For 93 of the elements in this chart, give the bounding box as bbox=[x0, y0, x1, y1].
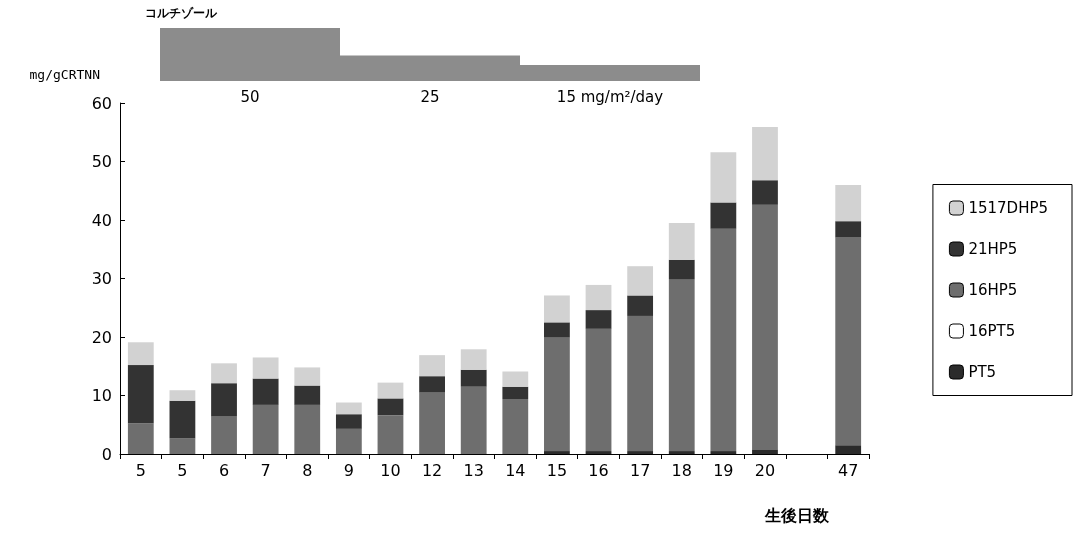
x-tick-label: 18 bbox=[671, 460, 692, 480]
bar bbox=[544, 322, 570, 338]
x-tick-label: 7 bbox=[260, 460, 271, 480]
bar bbox=[835, 445, 862, 454]
bar bbox=[335, 402, 362, 415]
bar bbox=[211, 416, 237, 454]
bar bbox=[460, 349, 487, 370]
bar bbox=[335, 428, 362, 454]
bar bbox=[835, 184, 862, 222]
x-tick-label: 13 bbox=[463, 460, 484, 480]
bar bbox=[585, 284, 612, 311]
bar bbox=[752, 449, 778, 454]
bar bbox=[127, 365, 154, 424]
bar bbox=[668, 279, 695, 452]
bar bbox=[668, 451, 695, 454]
y-tick-label: 50 bbox=[91, 152, 112, 171]
x-tick-label: 19 bbox=[713, 460, 734, 480]
bar bbox=[294, 385, 321, 405]
bar bbox=[377, 398, 404, 416]
y-tick-label: 30 bbox=[91, 269, 112, 288]
x-tick-label: 8 bbox=[302, 460, 313, 480]
bar bbox=[169, 438, 196, 454]
bar bbox=[752, 180, 778, 205]
bar bbox=[294, 404, 321, 454]
x-tick-label: 20 bbox=[754, 460, 776, 480]
y-tick-label: 20 bbox=[91, 327, 112, 347]
bar bbox=[668, 222, 695, 260]
bar bbox=[419, 376, 445, 393]
bar bbox=[585, 310, 612, 329]
y-axis-title: mg/gCRTNN bbox=[29, 67, 100, 82]
legend-label: 16PT5 bbox=[968, 322, 1016, 340]
bar bbox=[460, 386, 487, 454]
x-tick-label: 15 mg/m²/day bbox=[556, 87, 664, 106]
bar bbox=[544, 451, 570, 454]
y-tick-label: 40 bbox=[91, 210, 112, 230]
bar bbox=[127, 342, 154, 366]
x-tick-label: 12 bbox=[421, 460, 443, 480]
bar bbox=[544, 337, 570, 452]
x-tick-label: 47 bbox=[838, 460, 859, 480]
bar bbox=[460, 369, 487, 387]
bar bbox=[169, 390, 196, 401]
x-axis-title: 生後日数 bbox=[764, 505, 830, 525]
bar bbox=[710, 228, 737, 452]
y-tick-label: 10 bbox=[91, 386, 112, 405]
x-tick-label: 16 bbox=[588, 460, 609, 480]
x-tick-label: 50 bbox=[240, 87, 260, 106]
bar bbox=[419, 355, 445, 377]
bar bbox=[835, 221, 862, 238]
bar bbox=[752, 204, 778, 450]
bar bbox=[252, 404, 279, 454]
x-tick-label: 14 bbox=[505, 460, 526, 480]
bar bbox=[211, 363, 237, 384]
bar bbox=[710, 202, 737, 229]
bar bbox=[585, 451, 612, 454]
legend-label: 1517DHP5 bbox=[968, 199, 1048, 217]
bar bbox=[502, 399, 529, 454]
y-tick-label: 60 bbox=[91, 93, 112, 113]
legend-label: 21HP5 bbox=[968, 240, 1018, 258]
bar bbox=[835, 237, 862, 446]
bar bbox=[502, 386, 529, 400]
legend-label: PT5 bbox=[968, 363, 997, 381]
bar bbox=[627, 266, 654, 296]
bar bbox=[169, 400, 196, 439]
bar bbox=[668, 259, 695, 280]
x-tick-label: 25 bbox=[420, 87, 440, 106]
bar bbox=[627, 315, 654, 452]
y-tick-label: 0 bbox=[101, 444, 112, 464]
bar bbox=[419, 392, 445, 454]
bar bbox=[127, 423, 154, 454]
bar bbox=[502, 371, 529, 387]
bar bbox=[294, 367, 321, 386]
bar bbox=[585, 328, 612, 452]
bar bbox=[710, 451, 737, 454]
chart-title: コルチゾール bbox=[145, 6, 218, 20]
legend-label: 16HP5 bbox=[968, 281, 1018, 299]
bar bbox=[544, 295, 570, 323]
bar bbox=[335, 414, 362, 429]
bar bbox=[627, 451, 654, 454]
x-tick-label: 10 bbox=[380, 460, 401, 480]
x-tick-label: 5 bbox=[177, 460, 188, 480]
x-tick-label: 15 bbox=[546, 460, 568, 480]
x-tick-label: 9 bbox=[343, 460, 354, 480]
bar bbox=[252, 378, 279, 405]
x-tick-label: 5 bbox=[135, 460, 146, 480]
bar bbox=[211, 383, 237, 417]
bar bbox=[752, 126, 778, 181]
x-tick-label: 6 bbox=[218, 460, 230, 480]
bar bbox=[252, 357, 279, 379]
bar bbox=[627, 295, 654, 316]
x-tick-label: 17 bbox=[629, 460, 651, 480]
bar bbox=[710, 152, 737, 203]
bar bbox=[377, 415, 404, 454]
bar bbox=[377, 382, 404, 399]
